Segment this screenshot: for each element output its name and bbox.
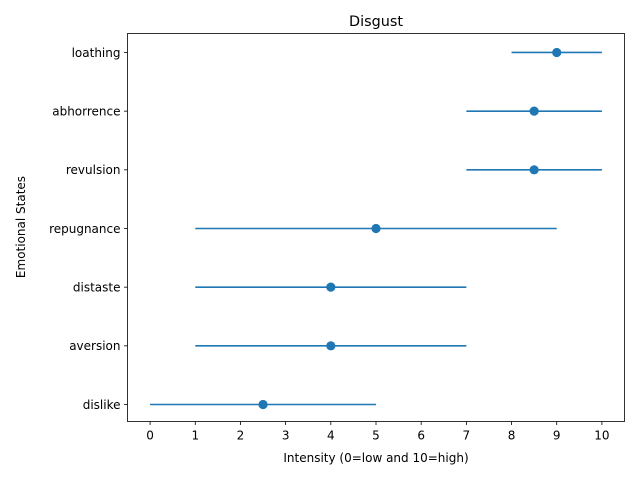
y-tick-label: loathing <box>72 46 121 60</box>
x-axis-ticks: 0 1 2 3 4 5 6 7 8 9 10 <box>146 421 610 443</box>
x-tick-label: 2 <box>237 429 245 443</box>
chart-title: Disgust <box>349 14 403 30</box>
data-point-revulsion <box>529 165 539 175</box>
x-tick-label: 0 <box>146 429 154 443</box>
x-tick-label: 10 <box>594 429 609 443</box>
x-tick-label: 6 <box>417 429 425 443</box>
x-tick-label: 7 <box>463 429 471 443</box>
y-tick-label: dislike <box>83 398 121 412</box>
y-axis-ticks: dislike aversion distaste repugnance revulsi… <box>49 46 128 412</box>
data-point-abhorrence <box>529 106 539 116</box>
y-tick-label: repugnance <box>49 222 120 236</box>
data-point-distaste <box>326 282 336 292</box>
y-tick-label: revulsion <box>66 163 121 177</box>
y-tick-label: distaste <box>73 280 121 294</box>
x-tick-label: 9 <box>553 429 561 443</box>
data-point-dislike <box>258 399 268 410</box>
y-tick-label: abhorrence <box>52 104 120 118</box>
x-tick-label: 3 <box>282 429 290 443</box>
data-point-aversion <box>326 341 336 351</box>
x-axis-label: Intensity (0=low and 10=high) <box>283 451 468 465</box>
x-tick-label: 4 <box>327 429 335 443</box>
series-layer <box>150 47 602 410</box>
y-tick-label: aversion <box>69 339 120 353</box>
x-tick-label: 8 <box>508 429 516 443</box>
x-tick-label: 5 <box>372 429 380 443</box>
data-point-loathing <box>552 47 562 58</box>
y-axis-label: Emotional States <box>14 176 28 278</box>
data-point-repugnance <box>371 223 381 234</box>
x-tick-label: 1 <box>191 429 199 443</box>
